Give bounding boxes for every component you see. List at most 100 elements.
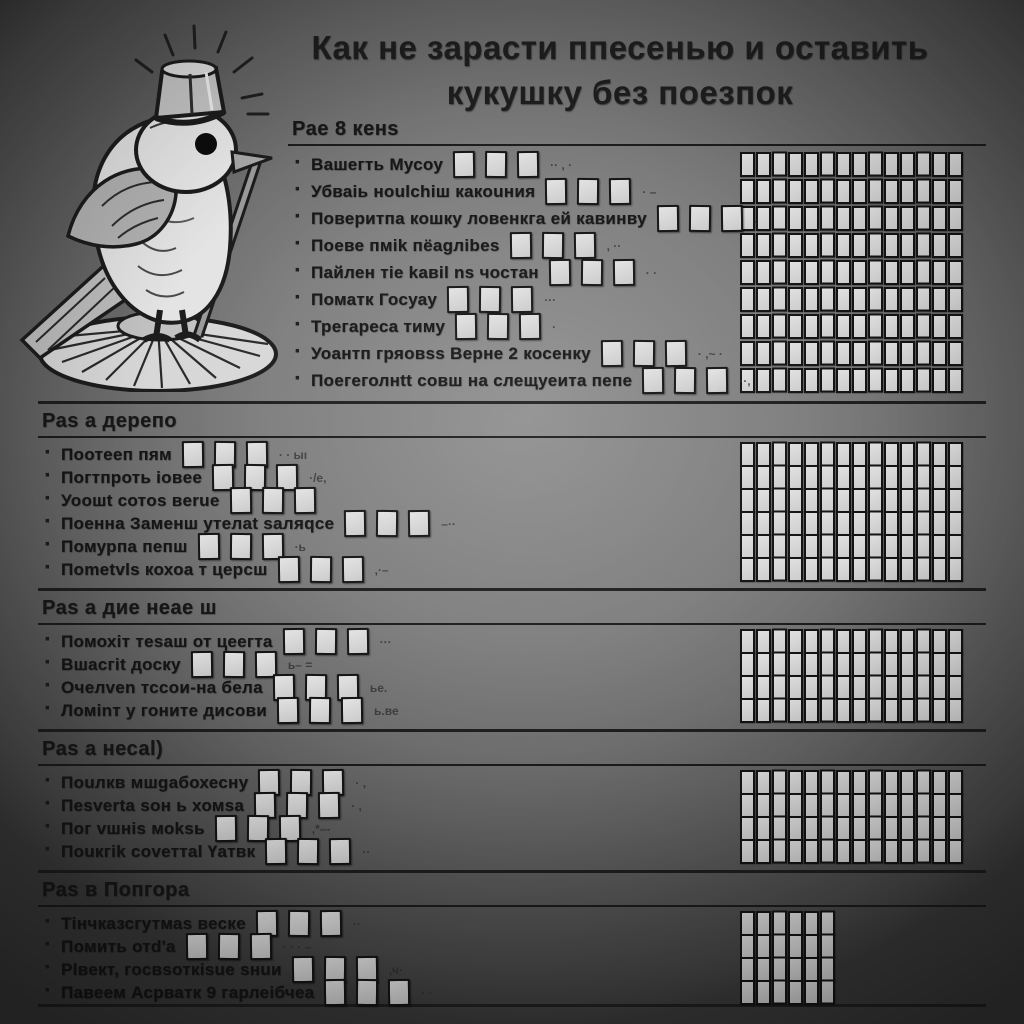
tally-checkbox[interactable] [852,488,867,513]
item-checkbox[interactable] [249,932,272,961]
tally-checkbox[interactable] [916,510,931,536]
item-checkbox[interactable] [612,258,635,287]
tally-checkbox[interactable] [916,464,931,490]
tally-checkbox[interactable] [740,465,755,490]
tally-checkbox[interactable] [820,838,835,864]
tally-checkbox[interactable] [788,314,803,339]
tally-checkbox[interactable] [852,652,867,677]
tally-checkbox[interactable] [772,769,787,795]
tally-checkbox[interactable] [804,152,819,177]
tally-checkbox[interactable] [932,314,947,339]
tally-checkbox[interactable] [820,628,835,654]
tally-checkbox[interactable] [836,179,851,204]
tally-checkbox[interactable] [756,206,771,231]
tally-checkbox[interactable] [772,286,787,312]
tally-checkbox[interactable] [740,629,755,654]
tally-checkbox[interactable] [820,151,835,177]
item-checkbox[interactable] [308,696,332,725]
tally-checkbox[interactable] [756,368,771,393]
tally-checkbox[interactable] [900,511,915,536]
item-checkbox[interactable] [656,204,680,233]
tally-checkbox[interactable] [868,533,883,559]
tally-checkbox[interactable] [772,340,787,366]
item-checkbox[interactable] [319,909,343,938]
tally-checkbox[interactable] [820,979,835,1005]
tally-checkbox[interactable] [932,368,947,393]
tally-checkbox[interactable] [756,934,771,959]
tally-checkbox[interactable] [804,652,819,677]
item-checkbox[interactable] [516,150,540,179]
tally-checkbox[interactable] [756,488,771,513]
tally-checkbox[interactable] [740,793,755,818]
tally-checkbox[interactable] [852,206,867,231]
tally-checkbox[interactable] [916,232,931,258]
tally-checkbox[interactable] [820,910,835,936]
item-checkbox[interactable] [548,258,571,287]
tally-checkbox[interactable] [804,816,819,841]
tally-checkbox[interactable] [836,629,851,654]
tally-checkbox[interactable] [852,629,867,654]
tally-checkbox[interactable] [948,368,963,393]
tally-checkbox[interactable] [948,179,963,204]
tally-checkbox[interactable] [868,340,883,366]
tally-checkbox[interactable] [756,465,771,490]
tally-checkbox[interactable] [772,464,787,490]
tally-checkbox[interactable] [804,442,819,467]
tally-checkbox[interactable] [884,511,899,536]
tally-checkbox[interactable] [788,534,803,559]
tally-checkbox[interactable] [932,152,947,177]
tally-checkbox[interactable] [932,534,947,559]
tally-checkbox[interactable] [932,793,947,818]
item-checkbox[interactable] [197,532,220,561]
tally-checkbox[interactable] [740,287,755,312]
tally-checkbox[interactable] [804,179,819,204]
tally-checkbox[interactable] [772,651,787,677]
tally-checkbox[interactable] [788,675,803,700]
tally-checkbox[interactable] [916,259,931,285]
tally-checkbox[interactable] [756,511,771,536]
tally-checkbox[interactable] [868,815,883,841]
tally-checkbox[interactable] [932,652,947,677]
tally-checkbox[interactable] [900,675,915,700]
tally-checkbox[interactable] [820,933,835,959]
tally-checkbox[interactable] [804,341,819,366]
item-checkbox[interactable] [340,696,364,725]
tally-checkbox[interactable] [916,367,931,393]
tally-checkbox[interactable] [772,674,787,700]
item-checkbox[interactable] [277,555,300,584]
tally-checkbox[interactable] [932,287,947,312]
tally-checkbox[interactable] [740,488,755,513]
tally-checkbox[interactable] [772,487,787,513]
tally-checkbox[interactable] [772,205,787,231]
tally-checkbox[interactable] [820,651,835,677]
tally-checkbox[interactable] [836,368,851,393]
tally-checkbox[interactable] [740,233,755,258]
tally-checkbox[interactable] [788,652,803,677]
tally-checkbox[interactable] [836,534,851,559]
tally-checkbox[interactable] [868,487,883,513]
tally-checkbox[interactable] [740,260,755,285]
tally-checkbox[interactable] [916,151,931,177]
tally-checkbox[interactable] [804,534,819,559]
tally-checkbox[interactable] [948,152,963,177]
tally-checkbox[interactable] [916,838,931,864]
tally-checkbox[interactable] [852,341,867,366]
tally-checkbox[interactable] [868,792,883,818]
item-checkbox[interactable] [486,312,510,341]
tally-checkbox[interactable] [900,152,915,177]
tally-checkbox[interactable] [916,205,931,231]
tally-checkbox[interactable] [756,179,771,204]
tally-checkbox[interactable] [804,511,819,536]
tally-checkbox[interactable] [884,314,899,339]
tally-checkbox[interactable] [820,769,835,795]
tally-checkbox[interactable] [868,628,883,654]
tally-checkbox[interactable] [932,465,947,490]
tally-checkbox[interactable] [788,341,803,366]
tally-checkbox[interactable] [884,465,899,490]
tally-checkbox[interactable] [820,232,835,258]
tally-checkbox[interactable] [788,287,803,312]
item-checkbox[interactable] [642,366,665,395]
item-checkbox[interactable] [314,627,337,656]
tally-checkbox[interactable] [820,956,835,982]
tally-checkbox[interactable] [756,957,771,982]
